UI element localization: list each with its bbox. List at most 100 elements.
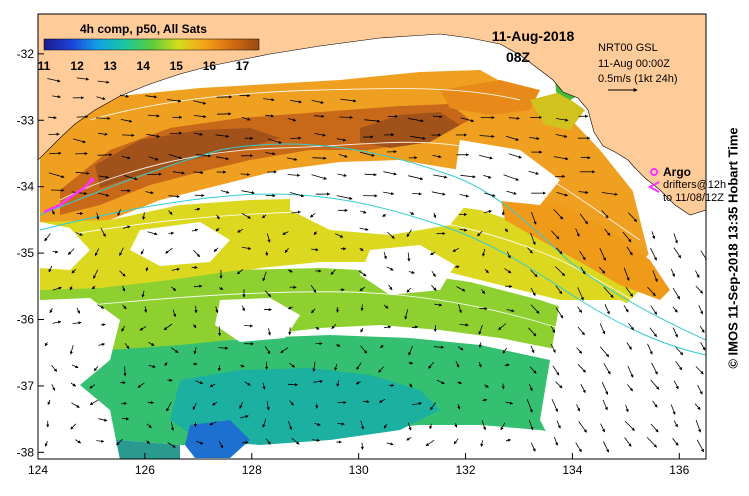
current-vector — [411, 402, 423, 406]
current-vector — [409, 211, 415, 215]
current-vector — [530, 232, 536, 246]
current-vector — [508, 116, 520, 120]
current-vector — [241, 116, 251, 121]
current-vector — [577, 287, 584, 301]
current-vector — [124, 343, 130, 350]
current-vector — [195, 380, 204, 385]
current-vector — [289, 192, 305, 198]
credit-label: © IMOS 11-Sep-2018 13:35 Hobart Time — [725, 127, 741, 369]
current-vector — [89, 399, 99, 405]
current-vector — [290, 136, 302, 140]
current-vector — [76, 77, 90, 81]
current-vector — [479, 134, 495, 138]
current-vector — [121, 133, 135, 137]
current-vector — [241, 246, 252, 250]
current-vector — [67, 248, 75, 255]
current-vector — [145, 191, 154, 195]
current-vector — [315, 326, 320, 330]
current-vector — [337, 422, 345, 426]
current-vector — [170, 347, 179, 353]
current-vector — [314, 422, 321, 426]
current-vector — [267, 138, 283, 144]
current-vector — [52, 250, 59, 254]
current-vector — [695, 366, 704, 375]
current-vector — [311, 438, 321, 442]
current-vector — [338, 154, 348, 158]
current-vector — [120, 119, 133, 123]
current-vector — [313, 379, 323, 384]
current-vector — [219, 286, 224, 290]
current-vector — [167, 99, 182, 103]
colorbar-ticks: 11 12 13 14 15 16 17 — [38, 59, 250, 73]
current-vector — [433, 345, 445, 349]
current-vector — [192, 100, 207, 105]
current-vector — [240, 415, 249, 419]
current-vector — [75, 439, 82, 444]
current-vector — [360, 345, 368, 354]
y-tick-label: -38 — [17, 445, 35, 459]
current-vector — [359, 227, 369, 231]
current-vector — [72, 321, 82, 325]
current-vector — [700, 342, 706, 351]
current-vector — [409, 135, 426, 140]
current-vector — [191, 228, 199, 232]
current-vector — [213, 247, 219, 252]
current-vector — [309, 212, 316, 218]
current-vector — [148, 341, 155, 346]
current-vector — [192, 402, 197, 410]
current-vector — [241, 305, 245, 312]
current-vector — [71, 364, 79, 369]
colorbar-tick-label: 16 — [203, 59, 217, 73]
current-vector — [364, 173, 377, 177]
current-vector — [457, 381, 463, 385]
current-vector — [291, 210, 302, 214]
current-vector — [382, 213, 387, 217]
current-vector — [356, 362, 362, 370]
current-vector — [220, 190, 230, 194]
current-vector — [215, 134, 230, 138]
current-vector — [383, 304, 389, 309]
current-vector — [121, 417, 130, 421]
current-vector — [76, 307, 80, 314]
current-vector — [98, 192, 110, 197]
current-vector — [577, 363, 586, 373]
current-vector — [280, 347, 289, 354]
current-vector — [700, 250, 706, 262]
current-vector — [91, 285, 96, 290]
current-vector — [604, 304, 610, 315]
current-vector — [478, 342, 482, 348]
current-vector — [93, 365, 99, 372]
current-vector — [48, 116, 57, 120]
current-vector — [244, 381, 251, 386]
current-vector — [336, 380, 340, 387]
current-vector — [337, 173, 347, 177]
current-vector — [262, 418, 267, 428]
current-vector — [409, 383, 413, 388]
current-vector — [311, 174, 328, 180]
current-vector — [52, 320, 62, 324]
current-vector — [553, 209, 564, 220]
current-vector — [555, 307, 564, 319]
current-vector — [673, 247, 682, 259]
current-vector — [698, 305, 704, 315]
current-vector — [673, 380, 679, 390]
current-vector — [628, 322, 634, 331]
current-vector — [550, 326, 556, 334]
composite-label: 4h comp, p50, All Sats — [80, 22, 207, 36]
current-vector — [141, 290, 145, 298]
current-vector — [386, 442, 394, 446]
current-vector — [458, 304, 462, 314]
current-vector — [359, 286, 366, 292]
current-vector — [555, 381, 563, 389]
current-vector — [477, 231, 483, 237]
current-vector — [551, 398, 558, 412]
current-vector — [625, 404, 629, 413]
current-vector — [311, 308, 316, 314]
current-vector — [218, 346, 229, 350]
current-vector — [551, 230, 560, 240]
colorbar — [43, 38, 260, 51]
current-vector — [577, 326, 585, 336]
current-vector — [360, 420, 365, 430]
current-vector — [96, 96, 106, 101]
